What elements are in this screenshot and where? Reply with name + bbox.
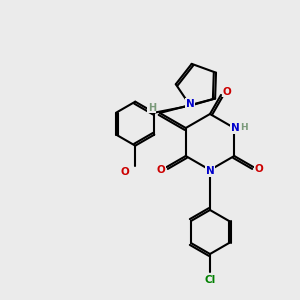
Text: O: O: [223, 87, 231, 97]
Text: N: N: [206, 166, 214, 176]
Text: N: N: [231, 123, 240, 133]
Text: O: O: [121, 167, 130, 177]
Text: N: N: [186, 99, 195, 109]
Text: O: O: [156, 165, 165, 175]
Text: H: H: [148, 103, 156, 113]
Text: Cl: Cl: [204, 275, 216, 285]
Text: O: O: [255, 164, 264, 174]
Text: H: H: [240, 122, 248, 131]
